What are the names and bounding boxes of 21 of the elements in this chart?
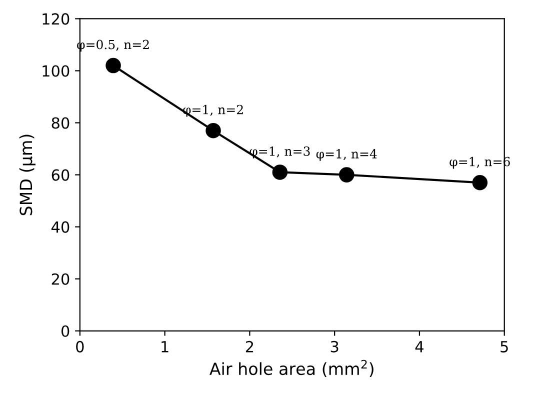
y-tick-label: 120 bbox=[42, 13, 70, 25]
x-tick-label: 4 bbox=[415, 341, 424, 352]
point bbox=[106, 58, 121, 74]
y-axis-title: SMD (μm) bbox=[19, 134, 36, 216]
point bbox=[472, 174, 488, 190]
annotation: φ=1, n=4 bbox=[316, 149, 377, 161]
x-tick-label: 3 bbox=[330, 340, 338, 352]
point bbox=[206, 122, 221, 138]
x-tick-label: 0 bbox=[76, 340, 84, 352]
y-tick-label: 0 bbox=[61, 325, 70, 337]
y-tick-label: 100 bbox=[42, 65, 70, 77]
y-tick-label: 20 bbox=[52, 273, 70, 285]
y-tick-label: 80 bbox=[52, 117, 70, 129]
point bbox=[272, 164, 288, 180]
y-tick-label: 40 bbox=[52, 221, 70, 233]
y-tick-label: 60 bbox=[52, 169, 70, 181]
x-tick-label: 5 bbox=[500, 341, 508, 352]
x-tick-label: 2 bbox=[246, 340, 254, 352]
x-tick-label: 1 bbox=[162, 341, 168, 352]
x-axis-title: Air hole area (mm$^{2}$) bbox=[210, 360, 374, 378]
point bbox=[339, 167, 354, 182]
